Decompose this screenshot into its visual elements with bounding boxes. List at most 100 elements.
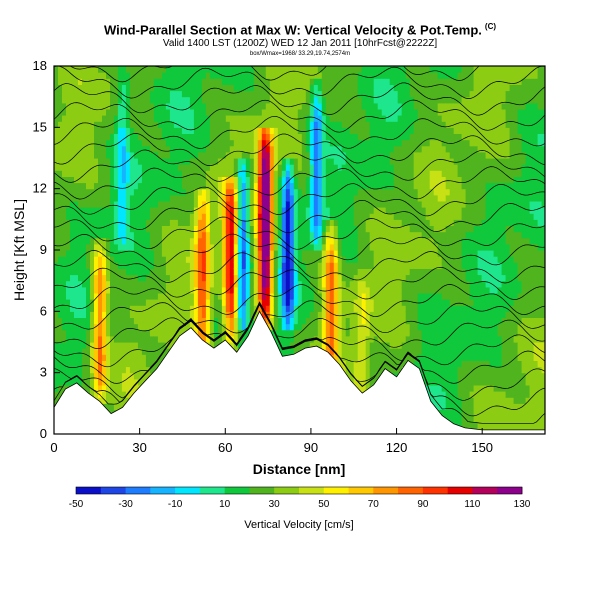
w-cell — [357, 384, 363, 392]
w-cell — [66, 280, 71, 288]
w-cell — [321, 121, 327, 128]
w-cell — [117, 384, 123, 392]
w-cell — [297, 139, 303, 147]
w-cell — [413, 292, 419, 300]
w-cell — [78, 329, 83, 337]
w-cell — [341, 342, 347, 349]
w-cell — [233, 219, 239, 226]
w-cell — [201, 250, 207, 257]
w-cell — [221, 280, 227, 288]
w-cell — [433, 231, 439, 239]
w-cell — [265, 188, 271, 196]
w-cell — [321, 151, 327, 159]
w-cell — [273, 176, 279, 184]
w-cell — [309, 323, 315, 331]
w-cell — [261, 133, 267, 141]
w-cell — [385, 243, 391, 251]
w-cell — [193, 317, 199, 325]
w-cell — [98, 139, 103, 147]
w-cell — [225, 96, 231, 104]
w-cell — [169, 231, 175, 239]
w-cell — [181, 182, 187, 190]
w-cell — [94, 231, 99, 239]
w-cell — [321, 133, 327, 141]
w-cell — [429, 360, 435, 368]
w-cell — [369, 151, 375, 159]
w-cell — [369, 262, 375, 269]
w-cell — [169, 256, 175, 263]
w-cell — [421, 90, 427, 98]
w-cell — [197, 213, 203, 220]
w-cell — [289, 164, 295, 171]
w-cell — [78, 72, 83, 79]
w-cell — [173, 225, 179, 233]
w-cell — [125, 237, 131, 245]
w-cell — [157, 250, 163, 257]
w-cell — [213, 237, 219, 245]
w-cell — [145, 280, 151, 288]
w-cell — [205, 274, 211, 282]
w-cell — [117, 317, 123, 325]
w-cell — [145, 121, 151, 128]
w-cell — [149, 213, 155, 220]
w-cell — [385, 78, 391, 85]
w-cell — [189, 219, 195, 226]
w-cell — [245, 305, 251, 312]
w-cell — [113, 145, 119, 153]
w-cell — [157, 176, 163, 184]
w-cell — [86, 115, 91, 122]
w-cell — [381, 237, 387, 245]
w-cell — [173, 102, 179, 110]
w-cell — [425, 384, 431, 392]
w-cell — [393, 151, 399, 159]
w-cell — [433, 96, 439, 104]
w-cell — [253, 292, 259, 300]
w-cell — [453, 360, 459, 368]
w-cell — [185, 84, 191, 92]
w-cell — [157, 108, 163, 116]
w-cell — [249, 274, 255, 282]
w-cell — [149, 243, 155, 251]
w-cell — [321, 231, 327, 239]
w-cell — [325, 151, 331, 159]
w-cell — [145, 200, 151, 208]
w-cell — [106, 250, 111, 257]
w-cell — [445, 108, 451, 116]
w-cell — [54, 225, 59, 233]
w-cell — [149, 84, 155, 92]
w-cell — [377, 96, 383, 104]
w-cell — [201, 237, 207, 245]
w-cell — [273, 127, 279, 134]
w-cell — [62, 158, 67, 165]
w-cell — [413, 115, 419, 122]
w-cell — [106, 108, 111, 116]
w-cell — [257, 250, 263, 257]
w-cell — [62, 231, 67, 239]
w-cell — [453, 372, 459, 380]
w-cell — [245, 188, 251, 196]
w-cell — [98, 317, 103, 325]
w-cell — [373, 121, 379, 128]
w-cell — [413, 305, 419, 312]
w-cell — [329, 250, 335, 257]
w-cell — [313, 127, 319, 134]
w-cell — [117, 292, 123, 300]
w-cell — [181, 96, 187, 104]
w-cell — [113, 121, 119, 128]
w-cell — [149, 133, 155, 141]
w-cell — [405, 139, 411, 147]
w-cell — [125, 182, 131, 190]
w-cell — [389, 96, 395, 104]
w-cell — [253, 243, 259, 251]
w-cell — [54, 102, 59, 110]
w-cell — [445, 397, 451, 404]
w-cell — [113, 78, 119, 85]
w-cell — [289, 225, 295, 233]
w-cell — [225, 194, 231, 202]
w-cell — [233, 188, 239, 196]
w-cell — [353, 133, 359, 141]
w-cell — [261, 280, 267, 288]
w-cell — [229, 207, 235, 214]
w-cell — [305, 170, 311, 177]
w-cell — [437, 366, 443, 374]
